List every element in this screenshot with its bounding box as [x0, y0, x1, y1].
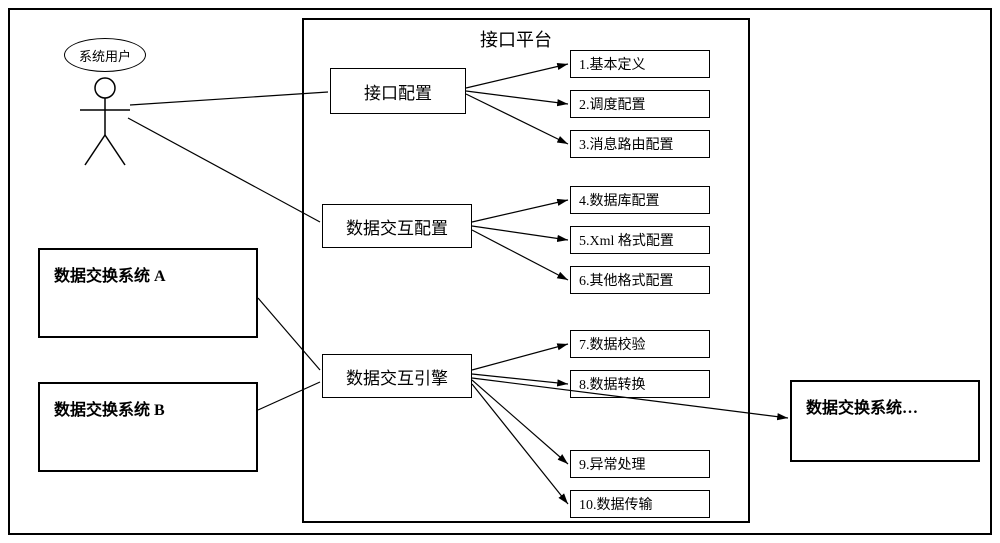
detail-label: 8.数据转换: [579, 374, 646, 394]
node-data-interact-config: 数据交互配置: [322, 204, 472, 248]
detail-label: 1.基本定义: [579, 54, 646, 74]
detail-label: 7.数据校验: [579, 334, 646, 354]
detail-item: 3.消息路由配置: [570, 130, 710, 158]
node-label: 接口配置: [364, 79, 432, 104]
system-label: 数据交换系统 A: [54, 262, 166, 286]
external-system-b: 数据交换系统 B: [38, 382, 258, 472]
node-interface-config: 接口配置: [330, 68, 466, 114]
node-label: 数据交互引擎: [346, 364, 448, 389]
system-label: 数据交换系统 B: [54, 396, 165, 420]
system-label: 数据交换系统…: [806, 394, 918, 418]
node-data-interact-engine: 数据交互引擎: [322, 354, 472, 398]
detail-item: 9.异常处理: [570, 450, 710, 478]
detail-item: 1.基本定义: [570, 50, 710, 78]
diagram-canvas: 接口平台 系统用户 接口配置 数据交互配置 数据交互引擎 1.基本定义 2.调度…: [0, 0, 1000, 543]
detail-label: 3.消息路由配置: [579, 134, 674, 154]
detail-item: 6.其他格式配置: [570, 266, 710, 294]
detail-item: 4.数据库配置: [570, 186, 710, 214]
detail-item: 5.Xml 格式配置: [570, 226, 710, 254]
actor-label: 系统用户: [64, 38, 146, 72]
detail-label: 4.数据库配置: [579, 190, 660, 210]
detail-label: 5.Xml 格式配置: [579, 230, 674, 250]
detail-label: 2.调度配置: [579, 94, 646, 114]
detail-label: 9.异常处理: [579, 454, 646, 474]
platform-title: 接口平台: [480, 26, 552, 52]
detail-item: 2.调度配置: [570, 90, 710, 118]
external-system-a: 数据交换系统 A: [38, 248, 258, 338]
detail-label: 10.数据传输: [579, 494, 653, 514]
detail-item: 7.数据校验: [570, 330, 710, 358]
detail-item: 8.数据转换: [570, 370, 710, 398]
external-system-c: 数据交换系统…: [790, 380, 980, 462]
node-label: 数据交互配置: [346, 214, 448, 239]
detail-label: 6.其他格式配置: [579, 270, 674, 290]
detail-item: 10.数据传输: [570, 490, 710, 518]
